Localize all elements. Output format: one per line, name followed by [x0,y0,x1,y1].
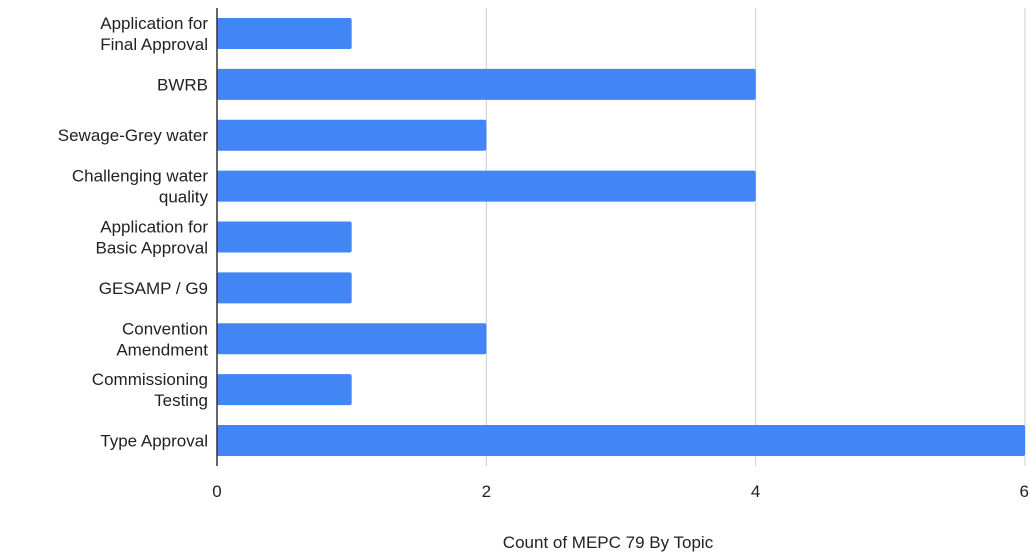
bar [217,221,352,253]
category-label: Sewage-Grey water [58,126,209,145]
category-label: Type Approval [100,432,208,451]
category-label: Challenging water quality [72,167,209,207]
bar [217,425,1025,457]
category-label: Application for Basic Approval [96,218,209,258]
x-axis-title: Count of MEPC 79 By Topic [503,533,714,552]
category-label: Commissioning Testing [92,370,208,410]
bar [217,272,352,304]
category-labels: Application for Final Approval BWRB Sewage-… [58,14,209,451]
bar [217,68,756,100]
category-label: GESAMP / G9 [99,279,208,298]
x-tick-labels: 0 2 4 6 [212,482,1029,501]
bar [217,17,352,49]
bar [217,323,487,355]
bar [217,374,352,406]
bars [217,17,1025,457]
category-label: Convention Amendment [116,319,208,359]
category-label: BWRB [157,75,208,94]
x-tick-label: 6 [1020,482,1029,501]
x-tick-label: 2 [482,482,491,501]
x-tick-label: 4 [751,482,760,501]
bar [217,119,487,151]
bar [217,170,756,202]
category-label: Application for Final Approval [100,14,208,54]
x-tick-label: 0 [212,482,221,501]
